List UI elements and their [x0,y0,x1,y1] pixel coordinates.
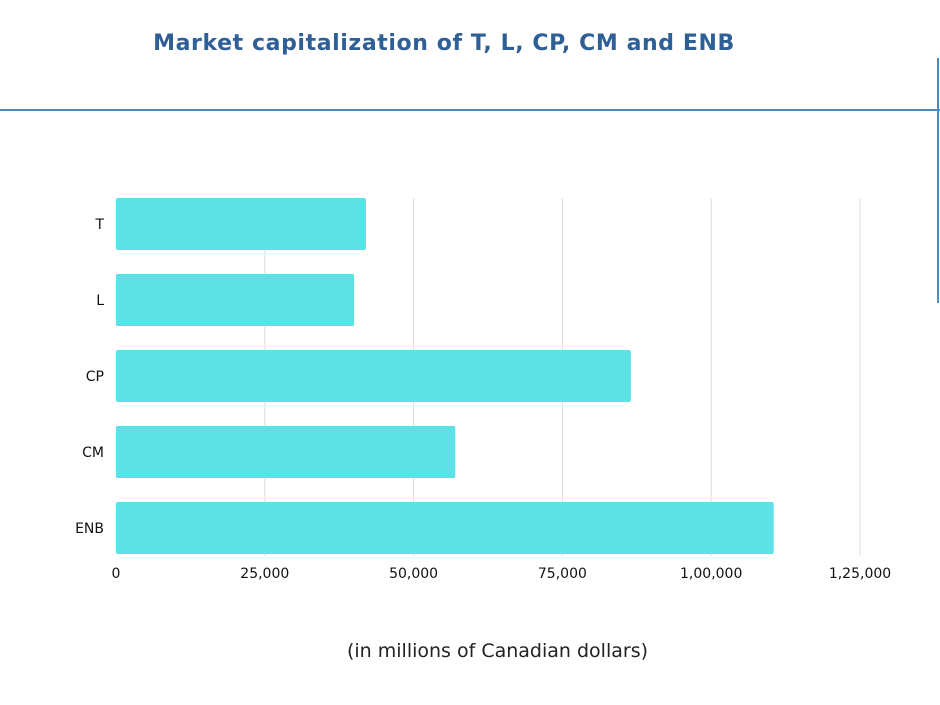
x-axis-label: (in millions of Canadian dollars) [346,640,649,662]
x-tick-label: 75,000 [538,566,587,582]
header-divider [0,109,940,111]
x-tick-label: 0 [112,566,121,582]
x-tick-label: 1,00,000 [680,566,742,582]
category-label-cm: CM [82,445,104,461]
x-tick-label: 25,000 [240,566,289,582]
category-label-enb: ENB [75,521,104,537]
bars [116,198,774,554]
bar-t [116,198,366,250]
bar-cp [116,350,631,402]
bar-cm [116,426,456,478]
category-label-l: L [96,293,104,309]
category-label-cp: CP [86,369,104,385]
category-labels: T L CP CM ENB [75,217,104,537]
bar-l [116,274,355,326]
x-tick-labels: 0 25,000 50,000 75,000 1,00,000 1,25,000 [112,566,892,582]
category-label-t: T [94,217,104,233]
bar-enb [116,502,774,554]
chart-title: Market capitalization of T, L, CP, CM an… [153,31,735,56]
x-tick-label: 1,25,000 [829,566,891,582]
right-edge-line [937,58,939,303]
x-tick-label: 50,000 [389,566,438,582]
